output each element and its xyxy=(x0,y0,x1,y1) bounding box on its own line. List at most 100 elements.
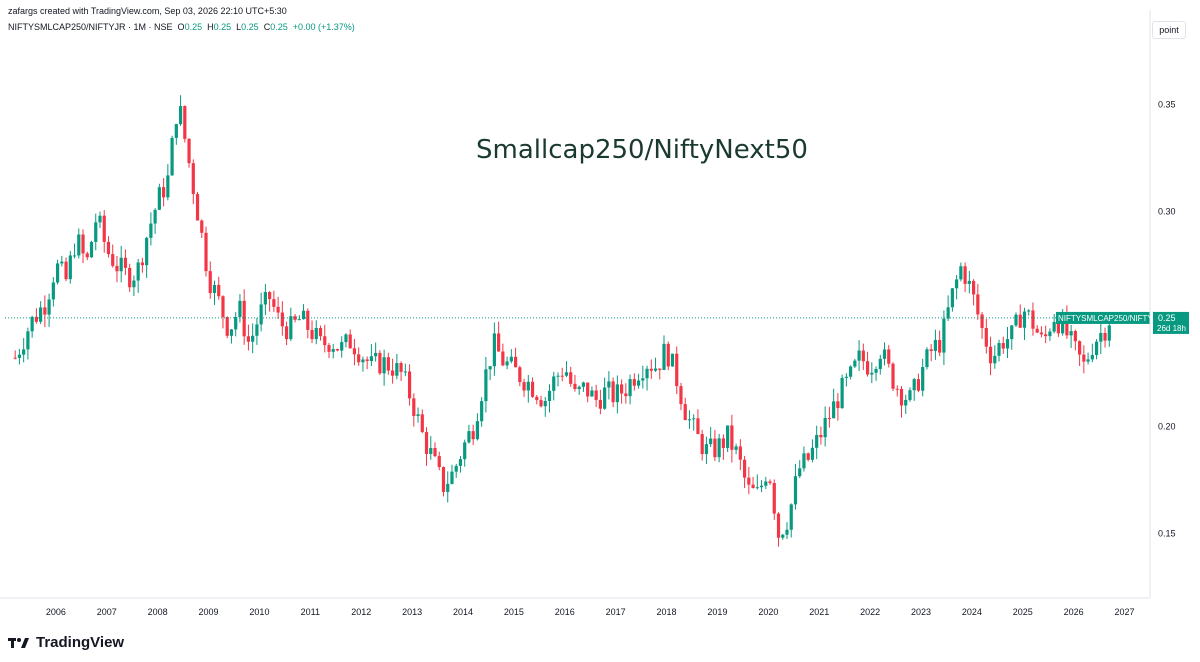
candle-body xyxy=(844,376,848,378)
candle-body xyxy=(1078,341,1082,355)
candle-body xyxy=(666,343,670,367)
candle-body xyxy=(971,280,976,295)
candle-body xyxy=(1048,331,1052,337)
candle-body xyxy=(187,138,191,164)
candle-body xyxy=(976,294,980,315)
candle-body xyxy=(174,124,178,138)
candle-body xyxy=(378,352,382,374)
candle-body xyxy=(34,316,38,322)
candle-body xyxy=(191,163,195,194)
candle-body xyxy=(119,257,123,272)
candle-body xyxy=(904,399,908,406)
candle-body xyxy=(13,357,17,359)
candle-body xyxy=(781,534,785,538)
candle-body xyxy=(246,336,251,342)
candle-body xyxy=(471,431,475,440)
candle-body xyxy=(412,398,416,416)
candle-body xyxy=(106,241,111,255)
candle-body xyxy=(789,504,793,530)
low-value: 0.25 xyxy=(241,22,259,32)
candle-body xyxy=(204,232,208,272)
candle-body xyxy=(1035,328,1039,333)
x-tick-label: 2017 xyxy=(606,607,626,617)
candle-body xyxy=(51,282,55,300)
candle-body xyxy=(632,379,636,386)
candle-body xyxy=(925,349,929,368)
candle-body xyxy=(170,137,174,176)
candle-body xyxy=(178,106,183,125)
candle-body xyxy=(1065,314,1069,336)
candle-body xyxy=(26,331,30,350)
candle-body xyxy=(132,280,136,288)
candle-body xyxy=(1056,322,1060,334)
candle-body xyxy=(832,401,836,419)
candle-body xyxy=(993,355,997,364)
chart-title: Smallcap250/NiftyNext50 xyxy=(476,135,808,165)
y-tick-label: 0.15 xyxy=(1158,529,1176,539)
candle-body xyxy=(416,414,420,416)
candle-body xyxy=(344,334,348,343)
symbol-legend[interactable]: NIFTYSMLCAP250/NIFTYJR · 1M · NSE O0.25 … xyxy=(8,22,355,32)
candle-body xyxy=(700,434,704,455)
candle-body xyxy=(128,267,132,288)
candle-body xyxy=(30,316,34,332)
candle-body xyxy=(497,333,501,352)
chart-credit: zafargs created with TradingView.com, Se… xyxy=(8,6,287,16)
candle-body xyxy=(870,372,874,375)
candle-body xyxy=(166,175,170,198)
candle-body xyxy=(577,386,581,390)
candle-body xyxy=(547,390,552,402)
candle-body xyxy=(284,326,289,340)
candle-body xyxy=(713,438,717,458)
candle-body xyxy=(242,300,246,337)
candle-body xyxy=(882,349,887,359)
x-tick-label: 2010 xyxy=(249,607,269,617)
candle-body xyxy=(501,351,505,366)
candle-body xyxy=(810,447,815,460)
x-tick-label: 2021 xyxy=(809,607,829,617)
candle-body xyxy=(997,343,1001,356)
candle-body xyxy=(641,378,645,381)
candle-body xyxy=(217,284,221,297)
candle-body xyxy=(89,241,94,258)
candle-body xyxy=(1086,359,1090,362)
scale-mode-button[interactable]: point xyxy=(1152,21,1186,39)
candle-body xyxy=(488,366,492,370)
x-tick-label: 2007 xyxy=(97,607,117,617)
candle-body xyxy=(950,288,954,308)
candle-body xyxy=(586,382,590,397)
candle-body xyxy=(840,377,844,409)
candle-body xyxy=(1044,334,1048,337)
brand-name: TradingView xyxy=(36,634,125,651)
candle-body xyxy=(420,414,424,433)
x-tick-label: 2023 xyxy=(911,607,931,617)
candle-body xyxy=(916,379,921,391)
candle-body xyxy=(162,187,166,198)
x-tick-label: 2013 xyxy=(402,607,422,617)
x-tick-label: 2011 xyxy=(301,607,320,617)
x-tick-label: 2006 xyxy=(46,607,66,617)
candle-body xyxy=(1082,354,1086,362)
candle-body xyxy=(1090,355,1094,360)
candle-body xyxy=(772,483,776,514)
y-tick-label: 0.20 xyxy=(1158,421,1176,431)
x-tick-label: 2020 xyxy=(758,607,778,617)
candle-body xyxy=(742,459,747,478)
candle-body xyxy=(921,367,925,391)
candle-body xyxy=(1073,331,1077,342)
candle-body xyxy=(1010,325,1014,340)
candle-body xyxy=(984,328,988,347)
candle-body xyxy=(857,350,861,361)
candle-body xyxy=(861,350,865,362)
last-price-symbol-bg xyxy=(1056,311,1150,324)
candle-body xyxy=(938,339,942,353)
candle-body xyxy=(806,453,810,460)
candle-body xyxy=(475,421,480,440)
y-tick-label: 0.35 xyxy=(1158,99,1176,109)
candle-body xyxy=(221,296,225,318)
candle-body xyxy=(747,477,751,485)
candle-body xyxy=(522,382,526,391)
candle-body xyxy=(1069,331,1073,336)
tradingview-logo-icon xyxy=(8,637,29,648)
